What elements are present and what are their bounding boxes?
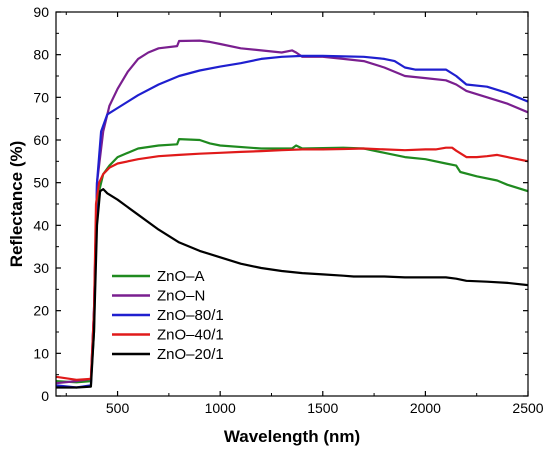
y-tick-label: 60 [33,132,49,148]
legend-label-3: ZnO–40/1 [157,327,224,344]
x-tick-label: 1500 [307,400,338,416]
series-line-0 [56,138,528,384]
x-axis-title: Wavelength (nm) [224,427,360,446]
x-tick-label: 500 [106,400,130,416]
series-line-2 [56,54,528,389]
y-tick-label: 0 [41,388,49,404]
series-line-1 [56,39,528,385]
y-tick-label: 10 [33,345,49,361]
y-tick-label: 40 [33,217,49,233]
legend-label-4: ZnO–20/1 [157,346,224,363]
y-tick-label: 80 [33,47,49,63]
x-tick-label: 2500 [512,400,543,416]
y-tick-label: 50 [33,175,49,191]
series-line-4 [56,188,528,389]
y-tick-label: 20 [33,303,49,319]
y-tick-label: 30 [33,260,49,276]
x-tick-label: 2000 [410,400,441,416]
y-tick-label: 70 [33,89,49,105]
y-axis-title: Reflectance (%) [7,141,26,268]
y-tick-label: 90 [33,4,49,20]
plot-frame [55,11,529,397]
legend-label-1: ZnO–N [157,288,205,305]
legend: ZnO–A ZnO–N ZnO–80/1 ZnO–40/1 ZnO–20/1 [112,268,224,363]
plot-area [56,39,528,389]
legend-label-2: ZnO–80/1 [157,307,224,324]
series-line-3 [56,146,528,381]
legend-label-0: ZnO–A [157,268,205,285]
x-tick-label: 1000 [205,400,236,416]
axes: 500 1000 1500 2000 2500 0 10 20 30 40 50 60 70 80 90 [33,4,543,416]
